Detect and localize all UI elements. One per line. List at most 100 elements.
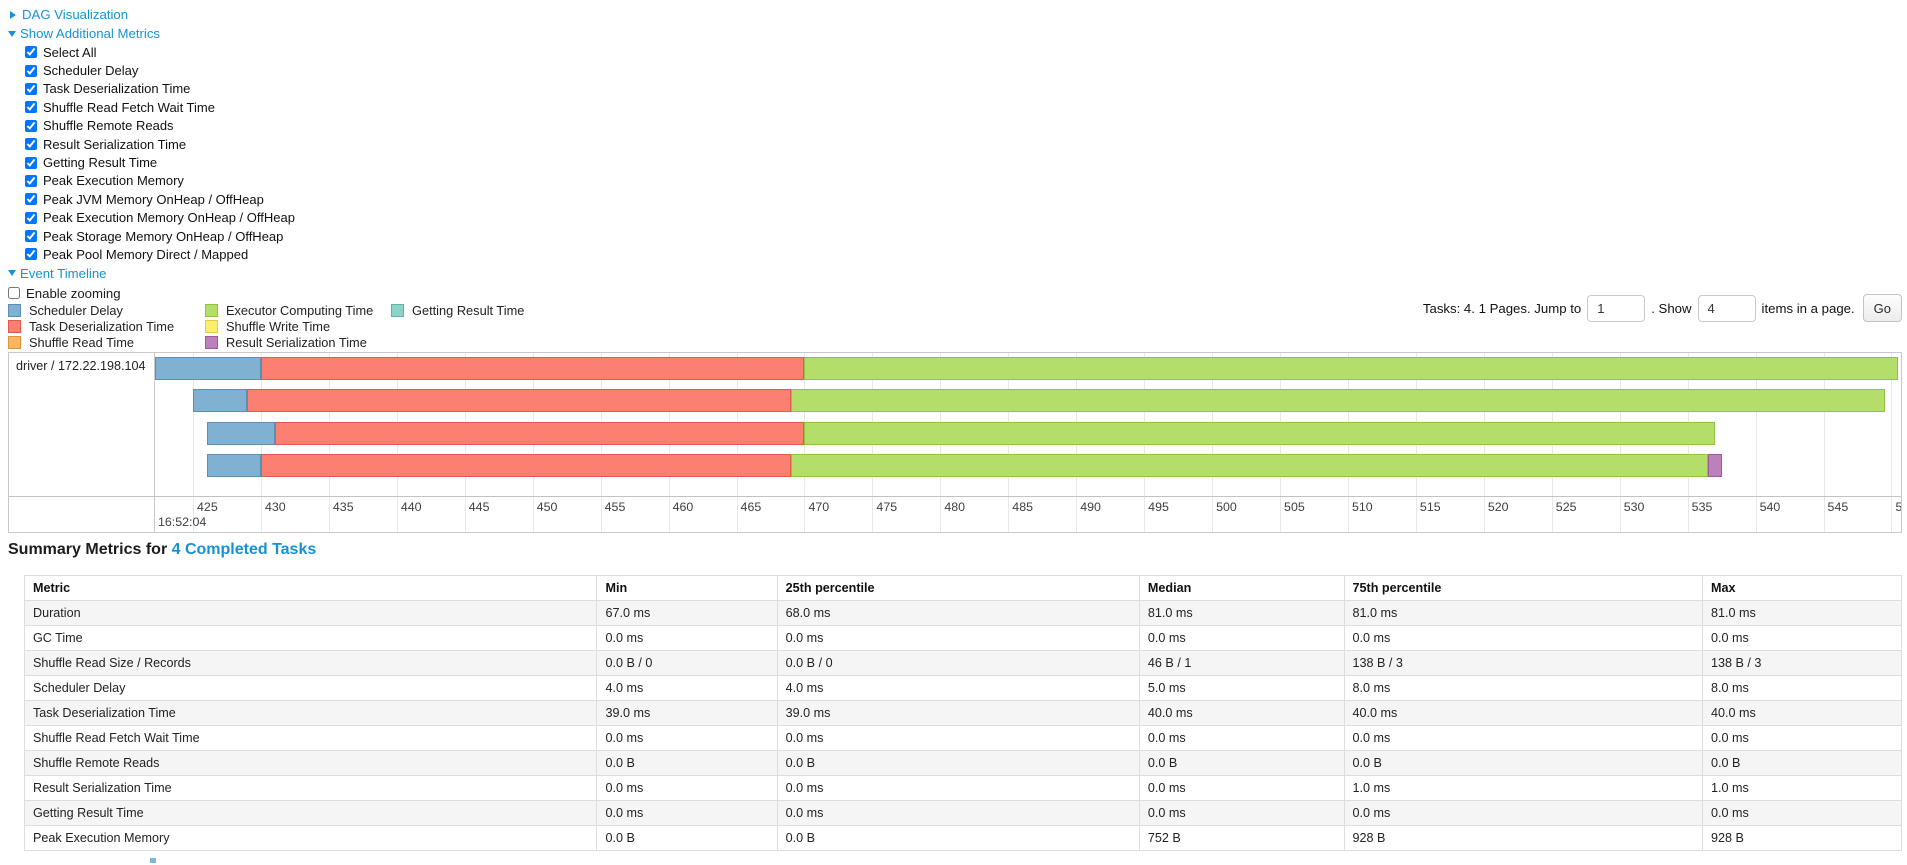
table-cell: 68.0 ms	[776, 600, 1140, 626]
task-0-executor-computing-bar[interactable]	[804, 357, 1899, 380]
task-0-task-deserialization-bar[interactable]	[260, 357, 805, 380]
legend-item: Shuffle Write Time	[205, 319, 391, 335]
table-row: Duration 67.0 ms 68.0 ms 81.0 ms 81.0 ms 81.0…	[23, 600, 1902, 626]
show-additional-metrics-link[interactable]: Show Additional Metrics	[20, 26, 161, 41]
completed-tasks-link[interactable]: 4 Completed Tasks	[171, 541, 317, 558]
table-cell: 752 B	[1138, 825, 1345, 851]
metric-checkbox-11[interactable]	[25, 248, 37, 261]
legend-label: Shuffle Read Time	[29, 334, 135, 350]
table-cell: 0.0 ms	[776, 625, 1140, 651]
event-timeline-toggle[interactable]: Event Timeline	[8, 264, 295, 283]
metric-checkbox-row: Select All	[25, 43, 295, 61]
legend-label: Executor Computing Time	[226, 303, 374, 319]
column-header-min: Min	[596, 575, 778, 601]
show-text: . Show	[1651, 300, 1692, 316]
tick-label: 505	[1284, 500, 1305, 514]
go-button[interactable]: Go	[1862, 294, 1902, 322]
task-3-task-deserialization-bar[interactable]	[260, 454, 791, 477]
table-cell: 46 B / 1	[1138, 650, 1345, 676]
task-deserialization-swatch-icon	[8, 320, 21, 334]
metric-checkbox-label: Peak Execution Memory	[43, 173, 184, 189]
table-cell: 0.0 B	[596, 825, 778, 851]
tick-label: 465	[740, 500, 762, 514]
gridline	[1823, 353, 1825, 532]
axis-divider	[9, 496, 1901, 497]
caret-down-icon	[8, 30, 16, 37]
jump-to-page-input[interactable]	[1587, 294, 1646, 322]
table-cell: 0.0 B	[776, 825, 1140, 851]
show-additional-metrics-toggle[interactable]: Show Additional Metrics	[8, 24, 295, 43]
table-row: Shuffle Read Fetch Wait Time 0.0 ms 0.0 ms…	[23, 725, 1902, 751]
metric-checkbox-8[interactable]	[25, 193, 37, 206]
metric-checkbox-5[interactable]	[25, 138, 37, 151]
dag-visualization-link[interactable]: DAG Visualization	[22, 7, 129, 22]
table-cell: 40.0 ms	[1138, 700, 1345, 726]
metric-checkbox-2[interactable]	[25, 82, 37, 95]
legend-item: Result Serialization Time	[205, 335, 391, 351]
table-cell: 0.0 ms	[1138, 725, 1345, 751]
task-2-executor-computing-bar[interactable]	[804, 422, 1715, 445]
metric-checkbox-row: Shuffle Read Fetch Wait Time	[25, 98, 295, 116]
metric-checkbox-0[interactable]	[25, 46, 37, 59]
items-per-page-input[interactable]	[1697, 294, 1756, 322]
tick-label: 550	[1895, 500, 1901, 514]
tick-label: 455	[604, 500, 626, 514]
metric-checkbox-row: Peak Storage Memory OnHeap / OffHeap	[25, 227, 295, 245]
task-3-scheduler-delay-bar[interactable]	[206, 454, 261, 477]
legend-column: Executor Computing Time Shuffle Write Tim…	[205, 303, 391, 350]
timeline-plot: 425 430 435 440 445 450 455 460 465 470 475 480 485 4…	[155, 353, 1901, 532]
table-cell: 1.0 ms	[1343, 775, 1703, 801]
metric-checkbox-10[interactable]	[25, 230, 37, 243]
metric-checkbox-6[interactable]	[25, 156, 37, 169]
column-header-75th-percentile: 75th percentile	[1343, 575, 1703, 601]
table-cell: 0.0 ms	[1343, 800, 1703, 826]
enable-zooming-checkbox[interactable]	[8, 287, 20, 300]
dag-visualization-toggle[interactable]: DAG Visualization	[8, 5, 295, 24]
task-1-task-deserialization-bar[interactable]	[247, 389, 791, 412]
caret-right-icon	[10, 10, 16, 19]
table-cell: Shuffle Remote Reads	[23, 750, 598, 776]
result-serialization-swatch-icon	[205, 335, 218, 349]
metric-checkbox-4[interactable]	[25, 119, 37, 132]
metric-checkbox-3[interactable]	[25, 101, 37, 114]
summary-metrics-heading: Summary Metrics for 4 Completed Tasks	[8, 541, 316, 559]
metric-checkbox-row: Getting Result Time	[25, 153, 295, 171]
table-cell: 4.0 ms	[596, 675, 778, 701]
caret-down-icon	[8, 270, 16, 277]
metric-checkbox-label: Shuffle Remote Reads	[43, 118, 174, 134]
table-cell: 0.0 ms	[596, 725, 778, 751]
table-cell: 67.0 ms	[596, 600, 778, 626]
metric-checkbox-label: Peak Execution Memory OnHeap / OffHeap	[43, 210, 295, 226]
tick-label: 490	[1080, 500, 1101, 514]
table-cell: 0.0 B	[1343, 750, 1703, 776]
items-in-page-text: items in a page.	[1761, 300, 1855, 316]
table-cell: 81.0 ms	[1343, 600, 1703, 626]
table-cell: Scheduler Delay	[23, 675, 598, 701]
task-3-result-serialization-bar[interactable]	[1708, 454, 1722, 477]
legend-label: Getting Result Time	[412, 303, 525, 319]
event-timeline-link[interactable]: Event Timeline	[20, 265, 107, 281]
metric-checkbox-row: Peak Pool Memory Direct / Mapped	[25, 245, 295, 263]
task-1-scheduler-delay-bar[interactable]	[193, 389, 248, 412]
table-cell: 0.0 ms	[596, 775, 778, 801]
task-2-scheduler-delay-bar[interactable]	[206, 422, 275, 445]
table-cell: 0.0 ms	[1702, 725, 1902, 751]
task-1-executor-computing-bar[interactable]	[790, 389, 1885, 412]
table-cell: 39.0 ms	[596, 700, 778, 726]
metric-checkbox-9[interactable]	[25, 211, 37, 224]
table-row: Peak Execution Memory 0.0 B 0.0 B 752 B 928 …	[23, 825, 1902, 851]
table-cell: 0.0 ms	[776, 725, 1140, 751]
shuffle-write-swatch-icon	[205, 320, 218, 334]
task-3-executor-computing-bar[interactable]	[790, 454, 1709, 477]
legend-item: Task Deserialization Time	[8, 319, 205, 335]
table-cell: 40.0 ms	[1702, 700, 1902, 726]
legend-column: Getting Result Time	[391, 303, 524, 350]
metric-checkbox-7[interactable]	[25, 174, 37, 187]
task-2-task-deserialization-bar[interactable]	[274, 422, 805, 445]
task-0-scheduler-delay-bar[interactable]	[155, 357, 261, 380]
tick-label: 525	[1555, 500, 1577, 514]
metric-checkbox-1[interactable]	[25, 64, 37, 77]
gridline	[1755, 353, 1757, 532]
shuffle-read-swatch-icon	[8, 335, 21, 349]
